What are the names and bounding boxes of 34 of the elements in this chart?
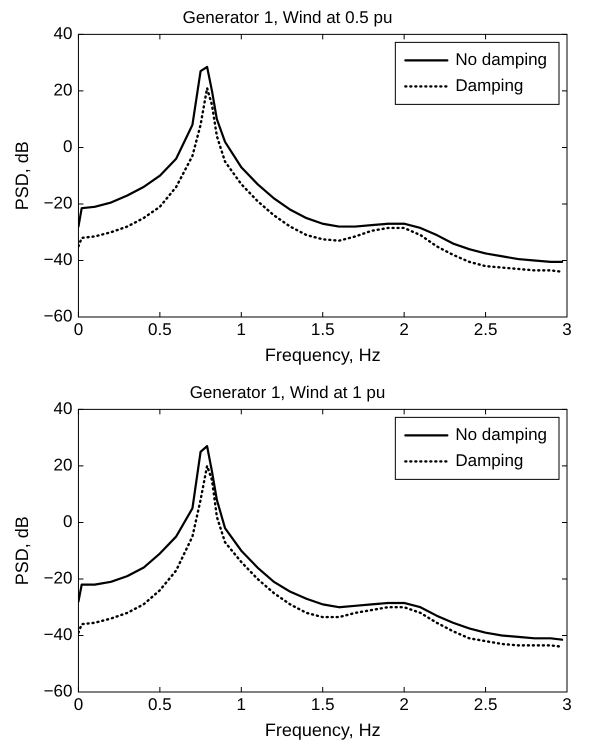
x-tick-label: 0.5 bbox=[148, 694, 172, 714]
y-tick-label: −40 bbox=[44, 625, 72, 644]
x-tick-label: 1.5 bbox=[310, 694, 335, 714]
x-tick-label: 1.5 bbox=[310, 320, 335, 339]
x-tick-label: 3 bbox=[562, 694, 572, 714]
y-axis-title: PSD, dB bbox=[12, 141, 32, 210]
x-tick-label: 0.5 bbox=[148, 320, 172, 339]
x-axis-title: Frequency, Hz bbox=[264, 345, 381, 366]
x-tick-label: 2 bbox=[399, 320, 409, 339]
chart-title: Generator 1, Wind at 0.5 pu bbox=[182, 8, 392, 27]
legend-label: Damping bbox=[455, 76, 524, 96]
legend-label: No damping bbox=[455, 50, 548, 70]
y-tick-label: 20 bbox=[54, 80, 72, 100]
y-tick-label: 40 bbox=[54, 24, 72, 44]
y-tick-label: 20 bbox=[54, 456, 72, 475]
x-tick-label: 2.5 bbox=[474, 694, 498, 714]
y-tick-label: 0 bbox=[62, 137, 72, 156]
y-axis-title: PSD, dB bbox=[12, 516, 32, 586]
y-tick-label: −40 bbox=[44, 250, 72, 270]
y-tick-label: −20 bbox=[44, 194, 72, 213]
legend-label: No damping bbox=[455, 425, 548, 444]
y-tick-label: −60 bbox=[44, 682, 72, 701]
chart-title: Generator 1, Wind at 1 pu bbox=[190, 382, 386, 402]
x-tick-label: 2 bbox=[399, 694, 409, 714]
y-tick-label: −20 bbox=[44, 568, 72, 588]
legend-label: Damping bbox=[455, 451, 524, 470]
y-tick-label: 0 bbox=[62, 512, 72, 532]
x-axis-title: Frequency, Hz bbox=[264, 720, 381, 740]
x-tick-label: 1 bbox=[236, 694, 246, 714]
x-tick-label: 1 bbox=[236, 320, 246, 339]
y-tick-label: −60 bbox=[44, 306, 72, 326]
y-tick-label: 40 bbox=[54, 399, 72, 418]
x-tick-label: 3 bbox=[562, 320, 572, 339]
x-tick-label: 2.5 bbox=[474, 320, 498, 339]
